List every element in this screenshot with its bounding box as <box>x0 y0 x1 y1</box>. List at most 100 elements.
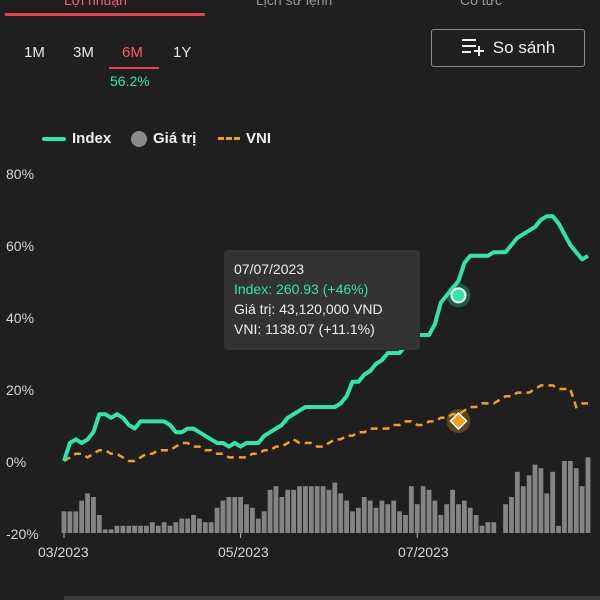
legend-value-swatch <box>131 130 147 147</box>
value-bar <box>355 507 361 533</box>
value-bar <box>149 522 155 533</box>
value-bar <box>67 511 73 533</box>
value-bar <box>73 511 79 533</box>
value-bar <box>91 497 96 533</box>
value-bar <box>350 511 355 533</box>
value-bar <box>385 504 391 533</box>
value-bar <box>509 497 514 533</box>
value-bar <box>567 461 573 533</box>
value-bar <box>326 489 332 533</box>
legend-value[interactable]: Giá trị <box>131 130 196 147</box>
playlist-add-icon <box>461 36 485 61</box>
value-bar <box>267 489 273 533</box>
value-bar <box>291 489 297 533</box>
tooltip-vni: VNI: 1138.07 (+11.1%) <box>234 321 375 337</box>
value-bar <box>520 486 526 533</box>
value-bar <box>132 525 138 533</box>
value-bar <box>138 525 143 533</box>
value-bar <box>562 461 567 533</box>
value-bar <box>214 507 220 533</box>
value-bar <box>450 489 455 533</box>
value-bar <box>226 497 232 533</box>
value-bar <box>491 522 497 533</box>
value-bar <box>255 518 261 533</box>
tooltip-index: Index: 260.93 (+46%) <box>234 281 369 297</box>
value-bar <box>467 507 473 533</box>
tooltip-date: 07/07/2023 <box>234 261 305 277</box>
value-bar <box>403 515 408 533</box>
legend-vni[interactable]: VNI <box>218 130 271 147</box>
chart-tooltip: 07/07/2023 Index: 260.93 (+46%) Giá trị:… <box>224 250 420 350</box>
value-bar <box>285 489 291 533</box>
value-bar <box>308 486 314 533</box>
value-bar <box>220 500 226 533</box>
value-bar <box>208 522 214 533</box>
tab-order-history[interactable]: Lịch sử lệnh <box>256 0 333 8</box>
value-bar <box>332 482 338 533</box>
value-bar <box>185 518 191 533</box>
value-bar <box>338 493 344 533</box>
value-bar <box>397 511 402 533</box>
y-tick-label: 40% <box>6 310 35 326</box>
value-bar <box>379 500 385 533</box>
value-bar <box>550 471 556 533</box>
value-bar <box>126 525 132 533</box>
index-marker <box>450 287 467 304</box>
value-bar <box>373 507 379 533</box>
value-bar <box>197 518 202 533</box>
value-bar <box>167 525 173 533</box>
value-bar <box>79 500 85 533</box>
value-bar <box>503 504 508 533</box>
y-tick-label: 60% <box>6 238 35 254</box>
value-bar <box>161 522 167 533</box>
value-bar <box>144 525 149 533</box>
value-bar <box>573 468 579 533</box>
value-bar <box>485 522 491 533</box>
value-bar <box>114 525 120 533</box>
period-1y[interactable]: 1Y <box>173 44 192 61</box>
y-tick-label: 0% <box>6 454 27 470</box>
value-bar <box>432 500 438 533</box>
period-1m[interactable]: 1M <box>24 44 45 61</box>
value-bar <box>426 489 432 533</box>
legend-index-swatch <box>42 136 66 141</box>
value-bar <box>556 525 561 533</box>
value-bar <box>232 497 238 533</box>
top-tab-bar: Lợi nhuận Lịch sử lệnh Cổ tức <box>0 0 600 16</box>
value-bar <box>102 529 108 533</box>
value-bar <box>361 497 367 533</box>
value-bar <box>179 518 185 533</box>
tab-profit[interactable]: Lợi nhuận <box>64 0 127 8</box>
x-tick-label: 05/2023 <box>218 544 269 560</box>
value-bar <box>261 511 267 533</box>
value-bar <box>461 500 467 533</box>
value-bar <box>279 497 285 533</box>
compare-button[interactable]: So sánh <box>431 29 585 67</box>
y-tick-label: 80% <box>6 166 35 182</box>
value-bar <box>585 457 591 533</box>
chart-legend: Index Giá trị VNI <box>0 130 600 150</box>
x-tick-label: 03/2023 <box>38 544 89 560</box>
value-bar <box>538 468 544 533</box>
period-6m[interactable]: 6M <box>122 44 143 61</box>
value-bar <box>579 486 585 533</box>
value-bar <box>273 486 279 533</box>
y-tick-label: 20% <box>6 382 35 398</box>
tab-dividend[interactable]: Cổ tức <box>460 0 503 8</box>
value-bar <box>473 515 479 533</box>
value-bar <box>391 500 397 533</box>
value-bar <box>420 486 426 533</box>
value-bar <box>85 493 90 533</box>
y-tick-label: -20% <box>6 526 39 542</box>
value-bar <box>367 500 373 533</box>
value-bar <box>202 522 208 533</box>
legend-index[interactable]: Index <box>42 130 111 147</box>
vni-marker <box>449 411 468 431</box>
value-bar <box>414 504 420 533</box>
value-bar <box>302 486 308 533</box>
value-bar <box>250 507 255 533</box>
legend-index-label: Index <box>72 130 112 147</box>
value-bar <box>438 515 444 533</box>
period-3m[interactable]: 3M <box>73 44 94 61</box>
